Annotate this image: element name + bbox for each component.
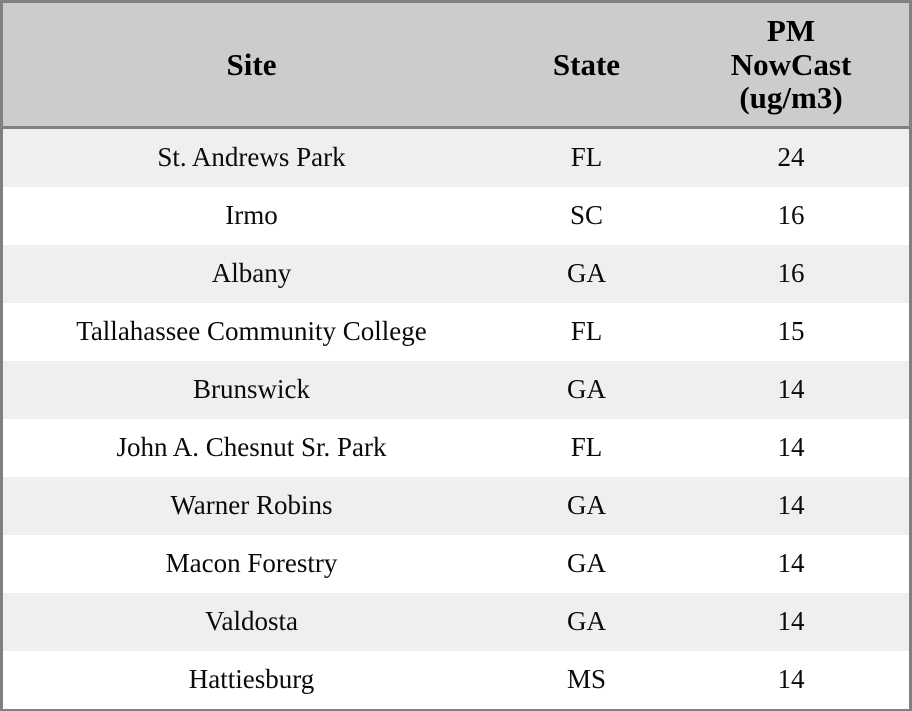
- table-cell-site: Valdosta: [205, 606, 298, 637]
- table-cell-value: 14: [777, 664, 805, 695]
- table-row: Albany GA 16: [3, 245, 909, 303]
- table-cell-value: 15: [777, 316, 805, 347]
- table-header: Site State PM NowCast (ug/m3): [3, 3, 909, 129]
- table-cell-site: Tallahassee Community College: [76, 316, 427, 347]
- table-cell-site: Hattiesburg: [188, 664, 315, 695]
- table-cell-value: 16: [777, 258, 805, 289]
- table-row: St. Andrews Park FL 24: [3, 127, 909, 187]
- table-row: Brunswick GA 14: [3, 361, 909, 419]
- table-header-row: Site State PM NowCast (ug/m3): [3, 3, 909, 129]
- table-cell-site: St. Andrews Park: [157, 142, 346, 173]
- table-cell-state: MS: [566, 664, 607, 695]
- table-cell-site: Albany: [211, 258, 292, 289]
- table-cell-value: 14: [777, 606, 805, 637]
- pm-nowcast-table: Site State PM NowCast (ug/m3) St. Andrew…: [3, 3, 909, 709]
- table-row: Warner Robins GA 14: [3, 477, 909, 535]
- table-cell-state: SC: [569, 200, 604, 231]
- table-cell-state: FL: [570, 432, 603, 463]
- table-cell-state: GA: [567, 548, 606, 579]
- table-cell-site: Macon Forestry: [165, 548, 338, 579]
- table-cell-state: FL: [570, 142, 603, 173]
- table-cell-state: FL: [570, 316, 603, 347]
- table-cell-site: Irmo: [225, 200, 278, 231]
- table-cell-state: GA: [567, 374, 606, 405]
- table-row: John A. Chesnut Sr. Park FL 14: [3, 419, 909, 477]
- table-cell-state: GA: [567, 606, 606, 637]
- table-cell-value: 14: [777, 374, 805, 405]
- table-row: Macon Forestry GA 14: [3, 535, 909, 593]
- table-cell-state: GA: [567, 258, 606, 289]
- table-row: Valdosta GA 14: [3, 593, 909, 651]
- table-cell-site: Brunswick: [193, 374, 310, 405]
- table-row: Irmo SC 16: [3, 187, 909, 245]
- table-row: Hattiesburg MS 14: [3, 651, 909, 709]
- table-row: Tallahassee Community College FL 15: [3, 303, 909, 361]
- column-header-pm-nowcast: PM NowCast (ug/m3): [673, 3, 909, 129]
- table-cell-value: 24: [777, 142, 805, 173]
- table-cell-site: John A. Chesnut Sr. Park: [116, 432, 387, 463]
- table-cell-value: 14: [777, 432, 805, 463]
- table-body: St. Andrews Park FL 24 Irmo SC 16 Albany GA 16 Ta…: [3, 127, 909, 709]
- column-header-site: Site: [3, 3, 500, 129]
- table-cell-site: Warner Robins: [170, 490, 333, 521]
- table-cell-state: GA: [567, 490, 606, 521]
- column-header-state: State: [500, 3, 673, 129]
- table-cell-value: 14: [777, 490, 805, 521]
- table-cell-value: 16: [777, 200, 805, 231]
- table-cell-value: 14: [777, 548, 805, 579]
